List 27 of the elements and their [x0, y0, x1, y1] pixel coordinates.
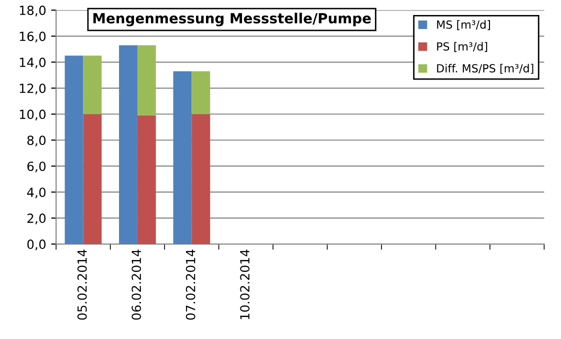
y-tick-label: 2,0: [27, 214, 46, 224]
chart-title: Mengenmessung Messstelle/Pumpe: [93, 12, 371, 26]
x-tick-label: 10.02.2014: [240, 250, 250, 320]
bar: [137, 45, 156, 116]
legend-label: MS [m³/d]: [437, 20, 490, 30]
bar: [119, 45, 138, 244]
y-tick-label: 14,0: [20, 58, 46, 68]
legend-label: PS [m³/d]: [437, 42, 488, 52]
x-tick-label: 06.02.2014: [132, 250, 142, 320]
bar: [83, 114, 102, 244]
legend-label: Diff. MS/PS [m³/d]: [437, 64, 534, 74]
x-tick-label: 05.02.2014: [77, 250, 87, 320]
y-tick-label: 4,0: [27, 188, 46, 198]
bar: [173, 71, 192, 244]
x-tick-label: 07.02.2014: [186, 250, 196, 320]
bar: [83, 56, 102, 114]
y-tick-label: 12,0: [20, 84, 46, 94]
bar: [64, 56, 84, 244]
y-tick-label: 6,0: [27, 162, 46, 172]
bar: [192, 71, 210, 114]
bar: [192, 114, 210, 244]
y-tick-label: 8,0: [27, 136, 46, 146]
y-tick-label: 16,0: [20, 32, 46, 42]
y-tick-label: 0,0: [27, 240, 46, 250]
bar: [137, 115, 156, 244]
y-tick-label: 10,0: [20, 110, 46, 120]
y-tick-label: 18,0: [20, 6, 46, 16]
